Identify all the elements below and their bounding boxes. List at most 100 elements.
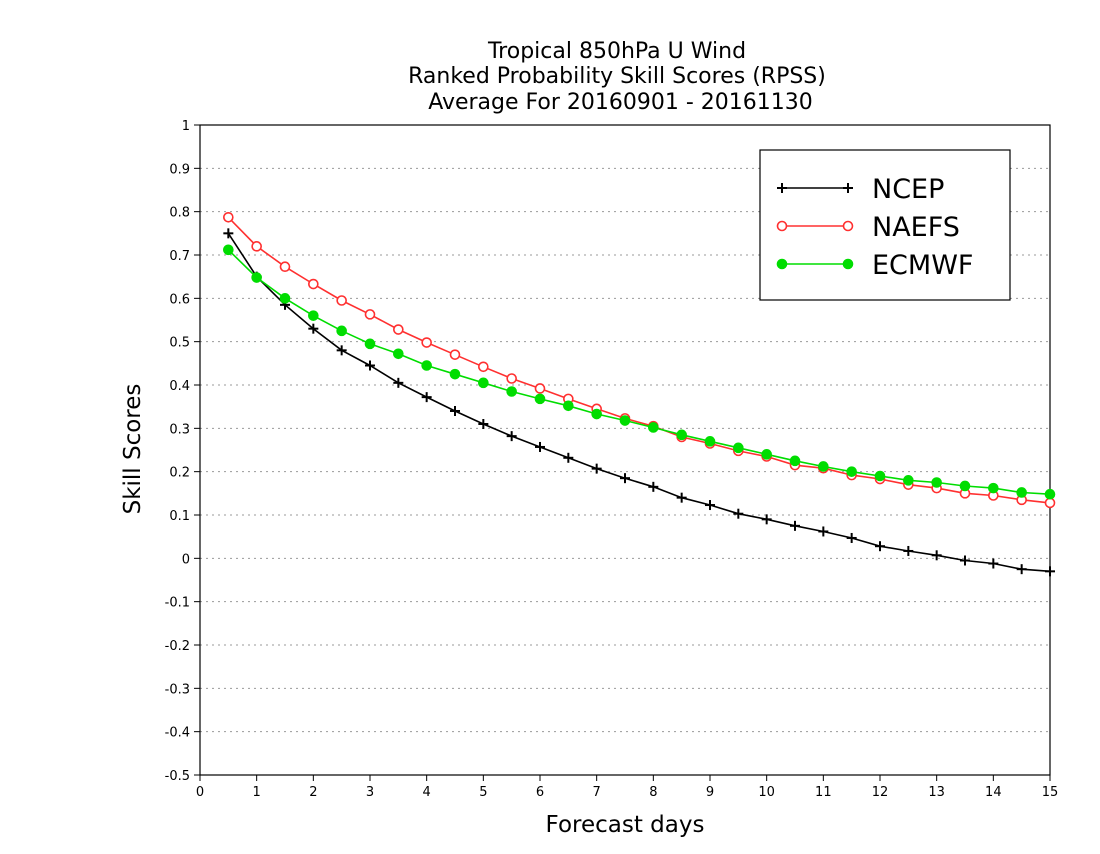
x-tick-label: 13	[928, 785, 945, 800]
data-point-naefs	[336, 295, 347, 306]
legend-item-naefs: NAEFS	[776, 212, 960, 243]
y-tick-label: -0.4	[165, 726, 190, 741]
data-point-naefs	[223, 212, 234, 223]
chart-title: Tropical 850hPa U Wind Ranked Probabilit…	[408, 39, 826, 115]
data-point-ecmwf	[364, 338, 376, 350]
x-tick-label: 11	[815, 785, 832, 800]
data-point-naefs	[251, 241, 262, 252]
data-point-ncep	[875, 541, 885, 552]
data-point-ecmwf	[931, 477, 942, 488]
data-point-ncep	[960, 555, 970, 566]
x-tick-label: 12	[872, 785, 889, 800]
data-point-ecmwf	[761, 449, 772, 460]
data-point-ncep	[450, 406, 460, 416]
legend-label-ecmwf: ECMWF	[872, 250, 973, 281]
data-point-ecmwf	[591, 408, 602, 420]
x-tick-label: 10	[758, 785, 775, 800]
x-tick-label: 7	[593, 785, 601, 800]
data-point-ncep	[761, 514, 772, 525]
data-point-ecmwf	[988, 482, 999, 494]
data-point-naefs	[279, 261, 291, 273]
y-axis-title: Skill Scores	[120, 384, 146, 515]
x-axis-title: Forecast days	[546, 812, 705, 838]
series-ncep	[223, 228, 1055, 577]
data-point-ecmwf	[563, 400, 574, 412]
data-point-ncep	[846, 532, 857, 543]
y-tick-label: 0.2	[169, 466, 190, 481]
data-point-ecmwf	[308, 310, 319, 321]
data-point-ecmwf	[818, 461, 829, 472]
legend-box	[759, 149, 1011, 301]
data-point-ecmwf	[903, 475, 914, 486]
data-point-ncep	[535, 441, 545, 452]
data-point-ncep	[1016, 564, 1027, 575]
x-tick-label: 6	[536, 785, 544, 800]
y-tick-label: 0.7	[169, 249, 190, 264]
data-point-naefs	[421, 337, 432, 348]
x-tick-label: 1	[253, 785, 261, 800]
data-point-ecmwf	[534, 393, 546, 405]
x-tick-label: 0	[196, 785, 204, 800]
data-point-ecmwf	[393, 348, 404, 360]
data-point-ecmwf	[251, 272, 262, 283]
legend-label-ncep: NCEP	[872, 174, 944, 205]
plot-frame	[199, 124, 1051, 776]
x-tick-label: 4	[423, 785, 431, 800]
data-point-ncep	[506, 431, 517, 442]
data-point-naefs	[534, 383, 546, 394]
y-tick-label: -0.2	[165, 639, 190, 654]
data-point-ecmwf	[619, 415, 631, 426]
data-point-ncep	[676, 492, 687, 503]
y-tick-label: 0.5	[169, 336, 190, 351]
data-point-ecmwf	[506, 386, 517, 397]
legend-marker-naefs	[842, 220, 854, 232]
y-tick-label: -0.5	[165, 769, 190, 784]
data-point-ecmwf	[449, 368, 461, 380]
series-ecmwf	[223, 244, 1056, 500]
x-tick-label: 3	[366, 785, 374, 800]
data-point-ncep	[365, 360, 375, 371]
y-tick-label: 0.6	[169, 292, 190, 307]
legend-marker-ncep	[843, 183, 853, 193]
y-tick-label: 0.9	[169, 162, 190, 177]
title-line-2: Ranked Probability Skill Scores (RPSS)	[408, 64, 826, 89]
legend-marker-ecmwf	[776, 258, 788, 270]
legend-item-ecmwf: ECMWF	[776, 250, 973, 281]
x-tick-label: 8	[649, 785, 657, 800]
data-point-ecmwf	[874, 470, 886, 482]
data-point-ecmwf	[478, 377, 489, 389]
data-point-ncep	[648, 481, 659, 492]
data-point-naefs	[308, 278, 319, 290]
y-tick-label: 0.1	[169, 509, 190, 524]
title-line-1: Tropical 850hPa U Wind	[487, 39, 746, 64]
y-tick-label: -0.1	[165, 596, 190, 611]
y-tick-label: 0	[182, 552, 190, 567]
data-point-ncep	[421, 392, 432, 403]
data-point-ncep	[988, 558, 999, 569]
data-point-ecmwf	[733, 442, 744, 454]
data-point-ncep	[563, 452, 574, 463]
data-point-naefs	[393, 324, 404, 335]
data-point-naefs	[1044, 497, 1056, 509]
legend-marker-naefs	[776, 220, 788, 232]
x-tick-label: 9	[706, 785, 714, 800]
y-tick-label: 0.8	[169, 206, 190, 221]
data-point-ecmwf	[704, 436, 716, 447]
data-point-ncep	[931, 550, 942, 561]
data-point-naefs	[449, 349, 461, 360]
data-point-ecmwf	[648, 422, 659, 433]
legend-marker-ncep	[777, 183, 787, 193]
data-point-ncep	[705, 500, 715, 511]
data-point-ecmwf	[1016, 487, 1027, 498]
data-point-ncep	[393, 377, 404, 388]
data-point-ecmwf	[676, 429, 687, 441]
x-tick-label: 15	[1042, 785, 1059, 800]
x-tick-label: 2	[309, 785, 317, 800]
data-point-ncep	[790, 520, 800, 531]
data-point-ecmwf	[279, 293, 291, 304]
data-point-ecmwf	[789, 455, 801, 467]
data-point-ecmwf	[336, 325, 347, 337]
x-tick-label: 5	[479, 785, 487, 800]
